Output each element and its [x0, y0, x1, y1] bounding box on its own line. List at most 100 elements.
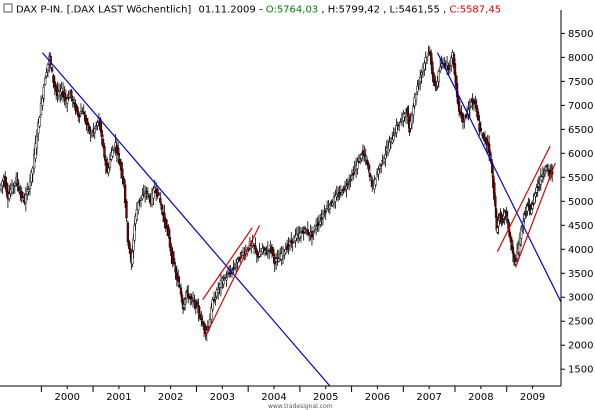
candle-body [520, 228, 523, 239]
y-tick-label: 3000 [568, 293, 593, 304]
candle-body [280, 253, 283, 260]
candle-body [197, 304, 200, 314]
candle-body [323, 212, 326, 215]
candle-body [182, 304, 186, 309]
candle-body [380, 164, 383, 167]
chart-header: DAX P-IN. [.DAX LAST Wöchentlich] 01.11.… [3, 3, 501, 16]
candle-body [377, 169, 380, 175]
checkbox-icon[interactable] [3, 3, 13, 13]
candle-body [210, 307, 213, 320]
candle-body [90, 133, 94, 136]
candle-body [345, 186, 348, 190]
candle-body [96, 122, 99, 127]
candle-body [261, 248, 264, 253]
candle-body [419, 76, 422, 82]
candle-body [239, 256, 242, 260]
candle-body [138, 199, 141, 202]
candle-body [364, 155, 367, 157]
candle-body [159, 197, 162, 203]
candle-body [131, 252, 134, 265]
candle-body [464, 115, 467, 118]
candle-body [319, 220, 322, 225]
candle-body [399, 121, 402, 123]
candle-body [42, 86, 45, 99]
candle-body [53, 81, 56, 88]
low-value: L:5461,55 [390, 5, 440, 16]
candle-body [106, 162, 109, 173]
svg-text:DAX P-IN. [.DAX LAST Wöchentli: DAX P-IN. [.DAX LAST Wöchentlich] 01.11.… [16, 5, 501, 16]
candle-body [183, 298, 187, 305]
candle-body [277, 258, 281, 262]
candle-body [497, 220, 500, 227]
candle-body [0, 184, 3, 190]
candle-body [328, 205, 332, 210]
candle-body [357, 161, 360, 163]
candle-body [71, 98, 74, 101]
candle-body [160, 204, 163, 210]
red-channel-line-2 [205, 225, 261, 336]
candle-body [212, 299, 216, 302]
candle-body [95, 125, 98, 127]
watermark: www.tradesignal.com [268, 403, 333, 410]
candle-body [117, 147, 120, 156]
candle-body [508, 231, 511, 238]
y-tick-label: 7000 [568, 101, 593, 112]
candle-body [12, 185, 15, 187]
y-tick-label: 8000 [568, 53, 593, 64]
candle-body [301, 230, 304, 233]
candle-body [414, 94, 418, 101]
candle-body [433, 78, 436, 81]
candle-body [386, 146, 390, 154]
candle-body [396, 125, 399, 127]
y-axis-ticks: 1500 2000 2500 3000 3500 4000 4500 5000 5500 6000… [561, 29, 593, 376]
candle-body [46, 64, 50, 71]
candle-body [457, 101, 461, 112]
candle-body [272, 249, 275, 257]
y-tick-label: 6000 [568, 149, 593, 160]
x-tick-label: 2006 [365, 392, 390, 403]
candle-body [505, 211, 508, 217]
candle-body [82, 112, 85, 114]
candle-body [128, 241, 131, 249]
red-channel-line-5 [496, 145, 551, 252]
candle-body [356, 160, 359, 169]
candle-body [201, 321, 204, 325]
candle-body [268, 250, 271, 252]
candle-body [118, 159, 121, 165]
x-tick-label: 2004 [261, 392, 286, 403]
candle-body [269, 244, 272, 247]
candle-body [125, 200, 128, 219]
candle-body [55, 85, 58, 92]
candle-body [123, 184, 127, 203]
candle-body [145, 190, 148, 193]
candle-body [233, 267, 236, 269]
candle-body [447, 64, 450, 70]
candle-body [168, 236, 172, 248]
x-tick-label: 2000 [54, 392, 79, 403]
candle-body [211, 299, 214, 310]
y-tick-label: 6500 [568, 125, 593, 136]
candle-body [13, 182, 16, 186]
candle-body [353, 168, 356, 172]
candle-body [37, 122, 40, 134]
candle-body [184, 292, 188, 299]
candle-body [428, 51, 431, 53]
y-tick-label: 2500 [568, 317, 593, 328]
candle-body [338, 192, 341, 195]
candle-body [17, 186, 21, 192]
instrument-name: DAX P-IN. [.DAX LAST Wöchentlich] [16, 5, 191, 16]
candle-body [365, 159, 369, 164]
candle-body [174, 267, 177, 273]
candle-body [189, 296, 192, 299]
candle-body [468, 107, 471, 109]
candle-body [427, 52, 430, 55]
candle-body [198, 313, 202, 319]
y-tick-label: 2000 [568, 341, 593, 352]
candle-body [302, 231, 305, 234]
blue-trendline-0 [41, 52, 331, 387]
candle-body [384, 154, 387, 159]
candle-body [178, 285, 181, 287]
candle-body [284, 249, 287, 254]
x-tick-label: 2005 [313, 392, 338, 403]
